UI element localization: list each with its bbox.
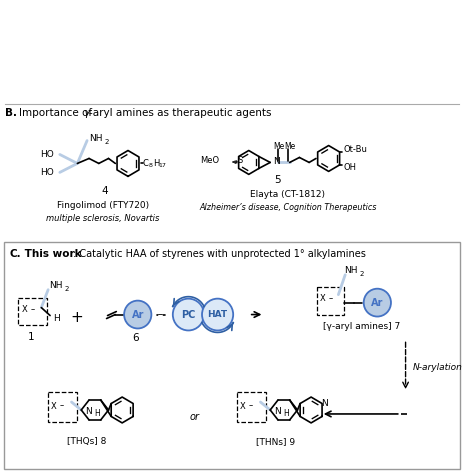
- Text: H: H: [153, 159, 160, 168]
- Text: Me: Me: [273, 142, 284, 151]
- Text: +: +: [70, 310, 83, 325]
- Text: -aryl amines as therapeutic agents: -aryl amines as therapeutic agents: [89, 108, 272, 118]
- Circle shape: [173, 299, 204, 330]
- Bar: [18, 298, 47, 326]
- Text: Alzheimer’s disease, Cognition Therapeutics: Alzheimer’s disease, Cognition Therapeut…: [199, 203, 376, 212]
- Circle shape: [364, 289, 391, 317]
- Text: Fingolimod (FTY720): Fingolimod (FTY720): [56, 201, 149, 210]
- Text: 2: 2: [360, 271, 364, 277]
- Bar: [317, 287, 344, 315]
- Text: HO: HO: [40, 168, 54, 177]
- Text: 8: 8: [148, 163, 152, 168]
- Text: multiple sclerosis, Novartis: multiple sclerosis, Novartis: [46, 214, 159, 223]
- Text: 17: 17: [158, 163, 166, 168]
- Text: C.: C.: [9, 249, 21, 259]
- Text: [THQs] 8: [THQs] 8: [67, 438, 107, 447]
- Text: HAT: HAT: [208, 310, 228, 319]
- Text: 6: 6: [132, 333, 139, 343]
- Text: 1: 1: [28, 332, 35, 342]
- Text: Ar: Ar: [371, 298, 383, 308]
- Text: Ar: Ar: [132, 310, 144, 319]
- Text: HO: HO: [40, 150, 54, 159]
- Text: –: –: [31, 305, 35, 314]
- Text: N: N: [85, 408, 92, 417]
- Text: C: C: [143, 159, 148, 168]
- Text: X: X: [22, 305, 27, 314]
- Text: NH: NH: [49, 281, 63, 290]
- Text: X: X: [51, 401, 57, 410]
- Text: N-arylation: N-arylation: [412, 363, 462, 372]
- Text: X: X: [240, 401, 246, 410]
- Text: or: or: [189, 412, 199, 422]
- Text: –: –: [60, 401, 64, 410]
- Text: –: –: [328, 294, 333, 303]
- Text: N: N: [274, 408, 281, 417]
- Text: 5: 5: [274, 175, 281, 185]
- Text: B.: B.: [5, 108, 17, 118]
- Text: S: S: [237, 156, 242, 165]
- Text: –: –: [158, 310, 163, 319]
- Bar: [48, 392, 77, 422]
- Text: Elayta (CT-1812): Elayta (CT-1812): [250, 190, 325, 199]
- Text: This work: This work: [21, 249, 82, 259]
- Text: X: X: [320, 294, 326, 303]
- Text: Importance of: Importance of: [19, 108, 95, 118]
- Text: 4: 4: [101, 186, 108, 196]
- Text: N: N: [273, 157, 280, 166]
- Circle shape: [124, 301, 151, 328]
- Text: OH: OH: [343, 163, 356, 172]
- Text: γ: γ: [83, 108, 89, 118]
- Text: N: N: [322, 399, 328, 408]
- Text: –: –: [249, 401, 253, 410]
- Text: 2: 2: [64, 286, 69, 292]
- Text: H: H: [283, 410, 289, 419]
- Text: H: H: [94, 410, 100, 419]
- Text: : Catalytic HAA of styrenes with unprotected 1° alkylamines: : Catalytic HAA of styrenes with unprote…: [73, 249, 366, 259]
- Text: 2: 2: [233, 160, 237, 165]
- FancyBboxPatch shape: [4, 242, 460, 469]
- Text: Me: Me: [284, 142, 295, 151]
- Text: H: H: [53, 314, 60, 323]
- Bar: [237, 392, 266, 422]
- Text: MeO: MeO: [201, 156, 219, 165]
- Text: [THNs] 9: [THNs] 9: [256, 438, 296, 447]
- Text: 2: 2: [105, 138, 109, 145]
- Text: PC: PC: [181, 310, 196, 319]
- Text: Ot-Bu: Ot-Bu: [343, 145, 367, 154]
- Circle shape: [202, 299, 233, 330]
- Text: NH: NH: [89, 134, 102, 143]
- Text: [γ-aryl amines] 7: [γ-aryl amines] 7: [323, 322, 401, 331]
- Text: NH: NH: [344, 266, 358, 275]
